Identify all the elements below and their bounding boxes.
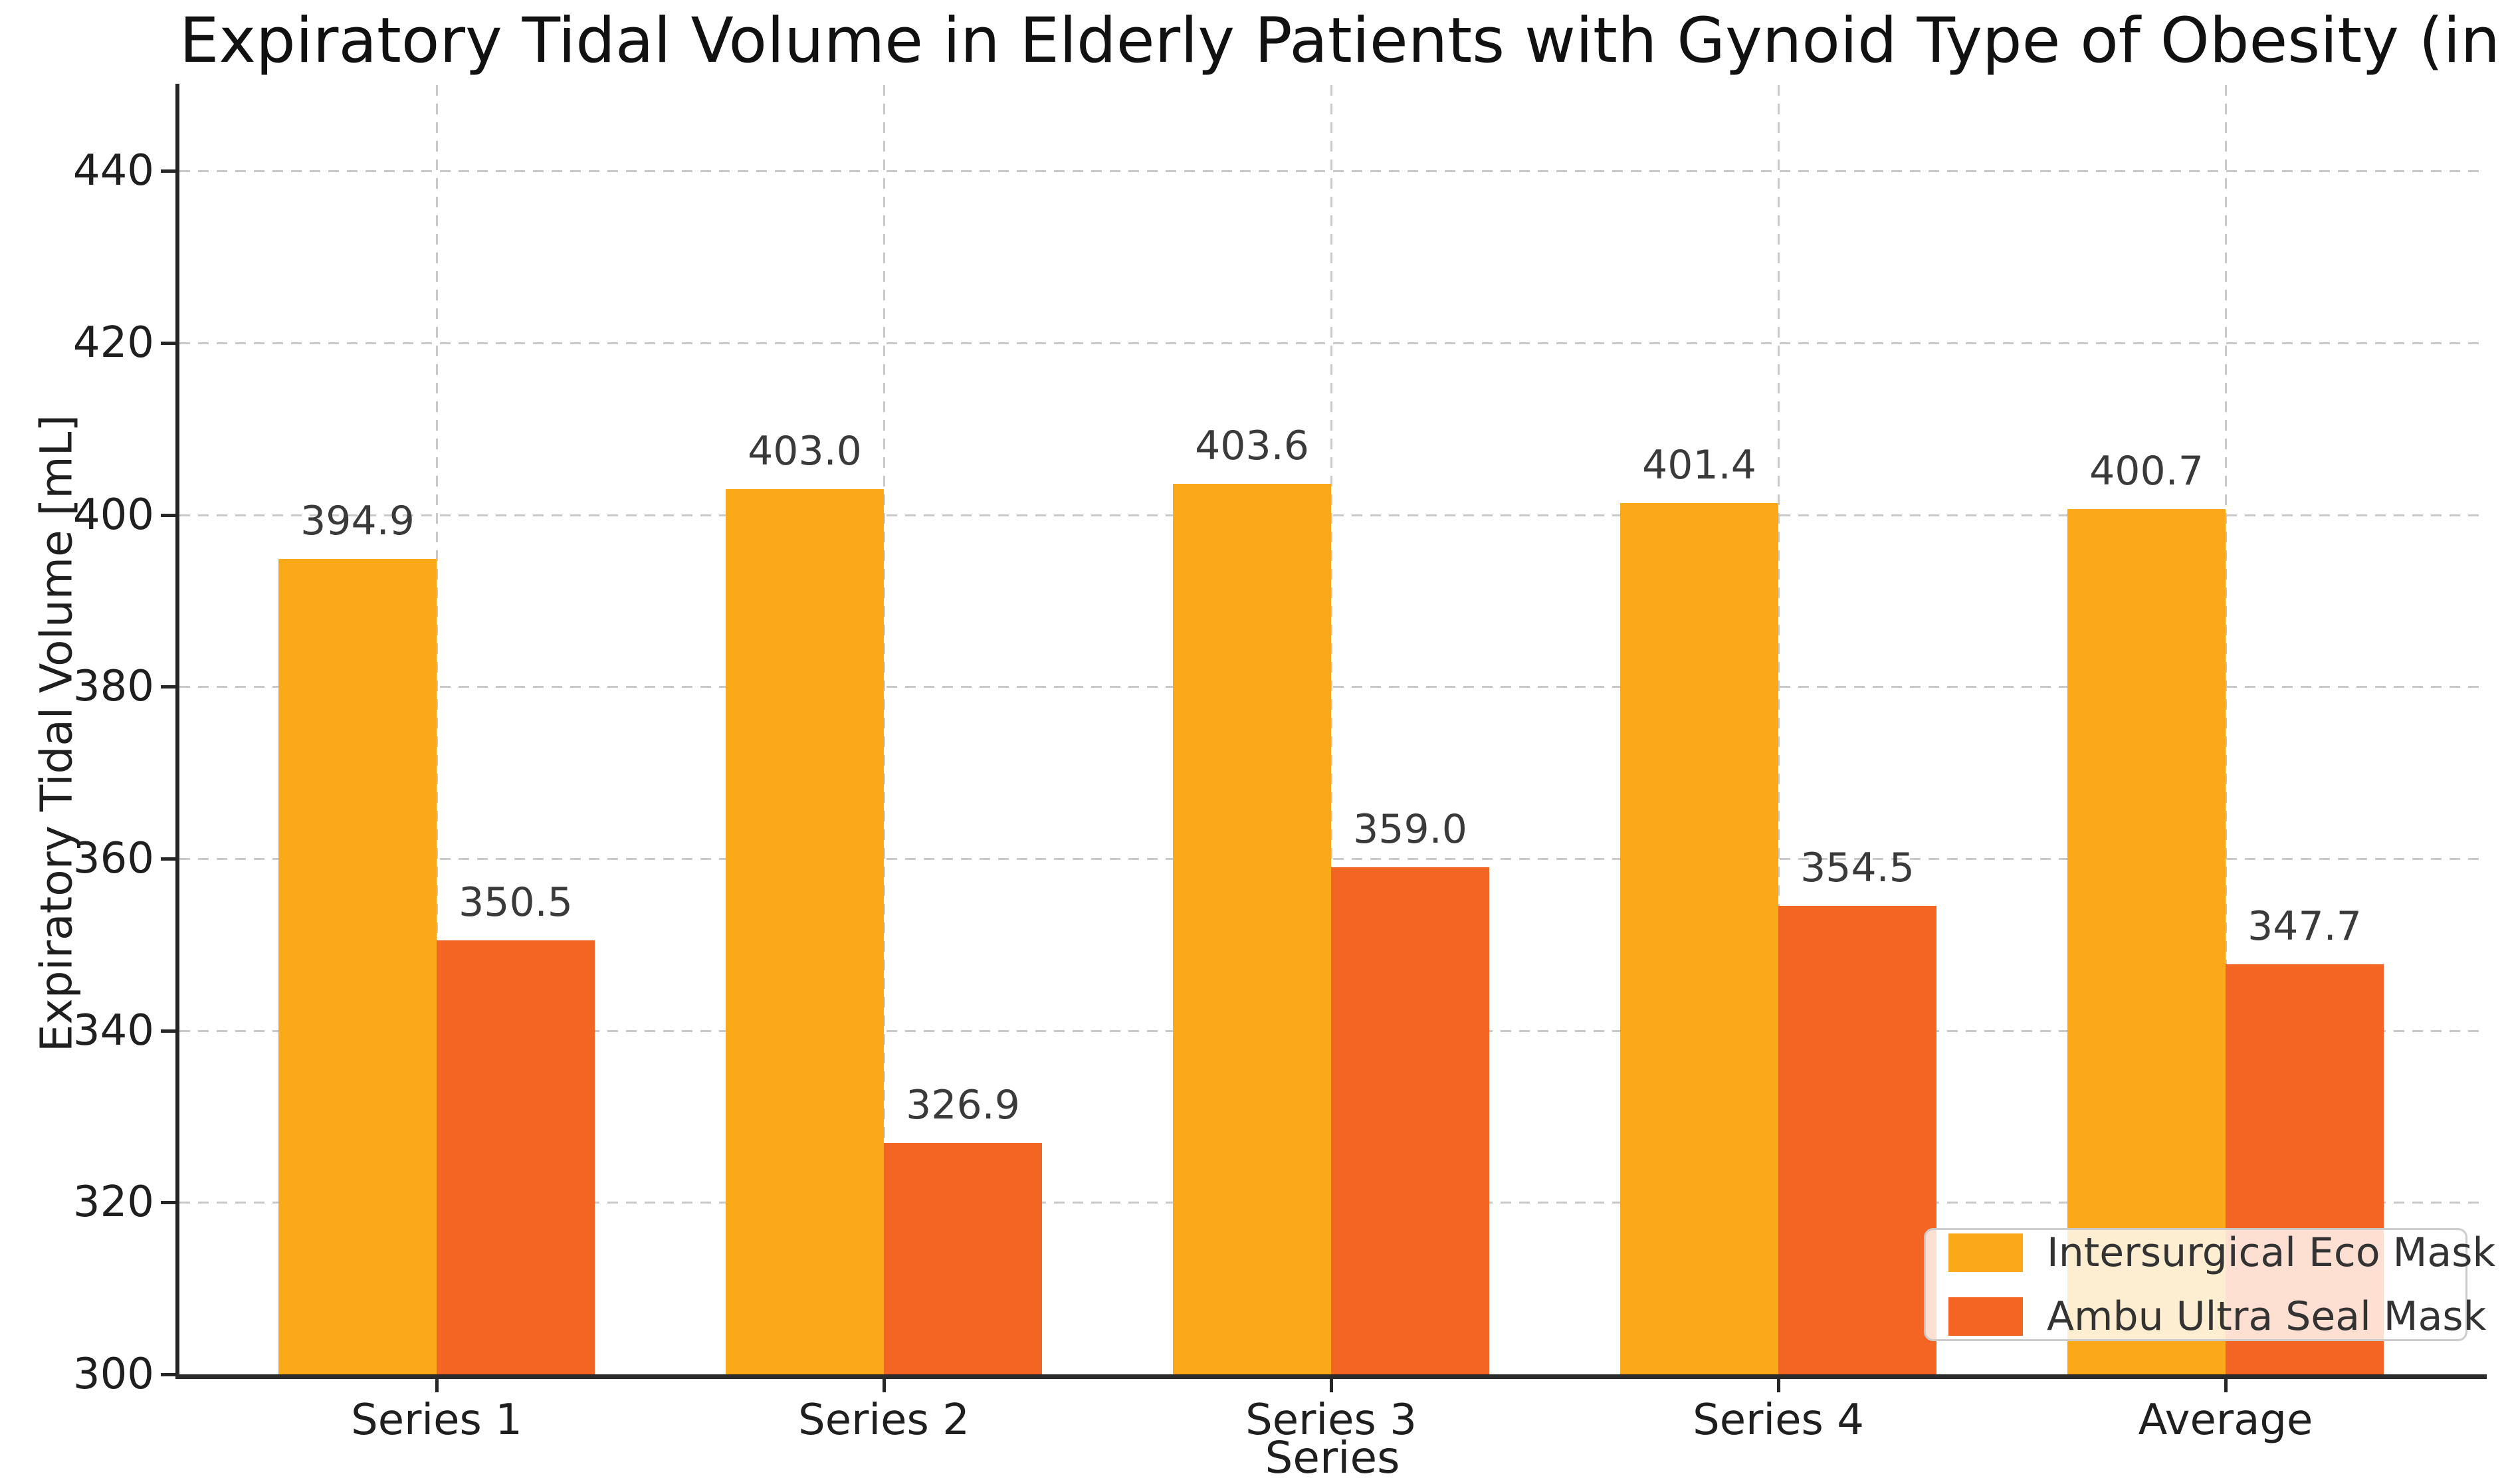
chart-title: Expiratory Tidal Volume in Elderly Patie…: [179, 5, 2506, 77]
v-gridline: [883, 85, 885, 1374]
legend-label: Ambu Ultra Seal Mask: [2047, 1293, 2487, 1340]
y-tick-label: 400: [72, 490, 154, 540]
v-gridline: [2225, 85, 2227, 1374]
x-tick-mark: [2224, 1379, 2228, 1392]
bar-value-label: 400.7: [2089, 447, 2204, 494]
y-tick-label: 360: [72, 834, 154, 883]
bar-series1: [1620, 502, 1778, 1374]
y-tick-mark: [161, 169, 175, 173]
y-tick-label: 420: [72, 318, 154, 368]
legend-label: Intersurgical Eco Mask II: [2047, 1229, 2506, 1276]
x-tick-label: Series 4: [1693, 1396, 1864, 1445]
bar-series2: [884, 1143, 1042, 1374]
y-axis-line: [175, 84, 179, 1379]
x-tick-label: Series 2: [798, 1396, 970, 1445]
x-tick-mark: [1330, 1379, 1333, 1392]
y-tick-mark: [161, 857, 175, 861]
legend-swatch: [1948, 1297, 2023, 1336]
y-tick-mark: [161, 513, 175, 517]
x-tick-mark: [435, 1379, 439, 1392]
x-tick-label: Series 1: [351, 1396, 522, 1445]
v-gridline: [436, 85, 438, 1374]
bar-value-label: 403.6: [1195, 423, 1309, 470]
legend: Intersurgical Eco Mask II Ambu Ultra Seal…: [1924, 1228, 2506, 1341]
bar-series2: [1778, 906, 1936, 1374]
x-axis-line: [175, 1374, 2487, 1379]
bar-series1: [278, 558, 437, 1374]
h-gridline: [179, 858, 2485, 860]
bar-value-label: 401.4: [1642, 441, 1756, 488]
y-tick-mark: [161, 1201, 175, 1205]
plot-area: 394.9 350.5 403.0 326.9 403.6 359.0 401.4 354.5…: [179, 85, 2485, 1374]
y-tick-mark: [161, 685, 175, 689]
bar-series2: [1331, 867, 1489, 1374]
legend-entry: Ambu Ultra Seal Mask: [1926, 1293, 2486, 1340]
y-tick-mark: [161, 342, 175, 345]
y-tick-label: 340: [72, 1006, 154, 1055]
x-tick-mark: [883, 1379, 886, 1392]
v-gridline: [1778, 85, 1780, 1374]
h-gridline: [179, 686, 2485, 689]
bar-series1: [1173, 484, 1331, 1374]
h-gridline: [179, 342, 2485, 344]
bar-value-label: 354.5: [1800, 845, 1915, 892]
bar-value-label: 326.9: [906, 1082, 1020, 1129]
x-tick-label: Series 3: [1245, 1396, 1417, 1445]
y-tick-label: 380: [72, 662, 154, 712]
legend-swatch: [1948, 1233, 2023, 1272]
bar-value-label: 403.0: [748, 427, 862, 475]
bar-series2: [437, 940, 595, 1374]
bar-value-label: 347.7: [2247, 903, 2362, 950]
x-tick-label: Average: [2138, 1396, 2313, 1445]
y-tick-mark: [161, 1029, 175, 1033]
x-tick-mark: [1777, 1379, 1780, 1392]
x-axis-title: Series: [1265, 1432, 1400, 1483]
v-gridline: [1330, 85, 1332, 1374]
bar-value-label: 350.5: [459, 879, 573, 926]
h-gridline: [179, 514, 2485, 516]
legend-entry: Intersurgical Eco Mask II: [1926, 1229, 2506, 1276]
bar-value-label: 394.9: [300, 497, 415, 544]
bar-series1: [726, 488, 884, 1374]
bar-value-label: 359.0: [1353, 805, 1467, 853]
h-gridline: [179, 170, 2485, 173]
y-tick-label: 320: [72, 1178, 154, 1227]
y-tick-label: 440: [72, 146, 154, 196]
y-tick-label: 300: [72, 1350, 154, 1399]
y-tick-mark: [161, 1373, 175, 1376]
